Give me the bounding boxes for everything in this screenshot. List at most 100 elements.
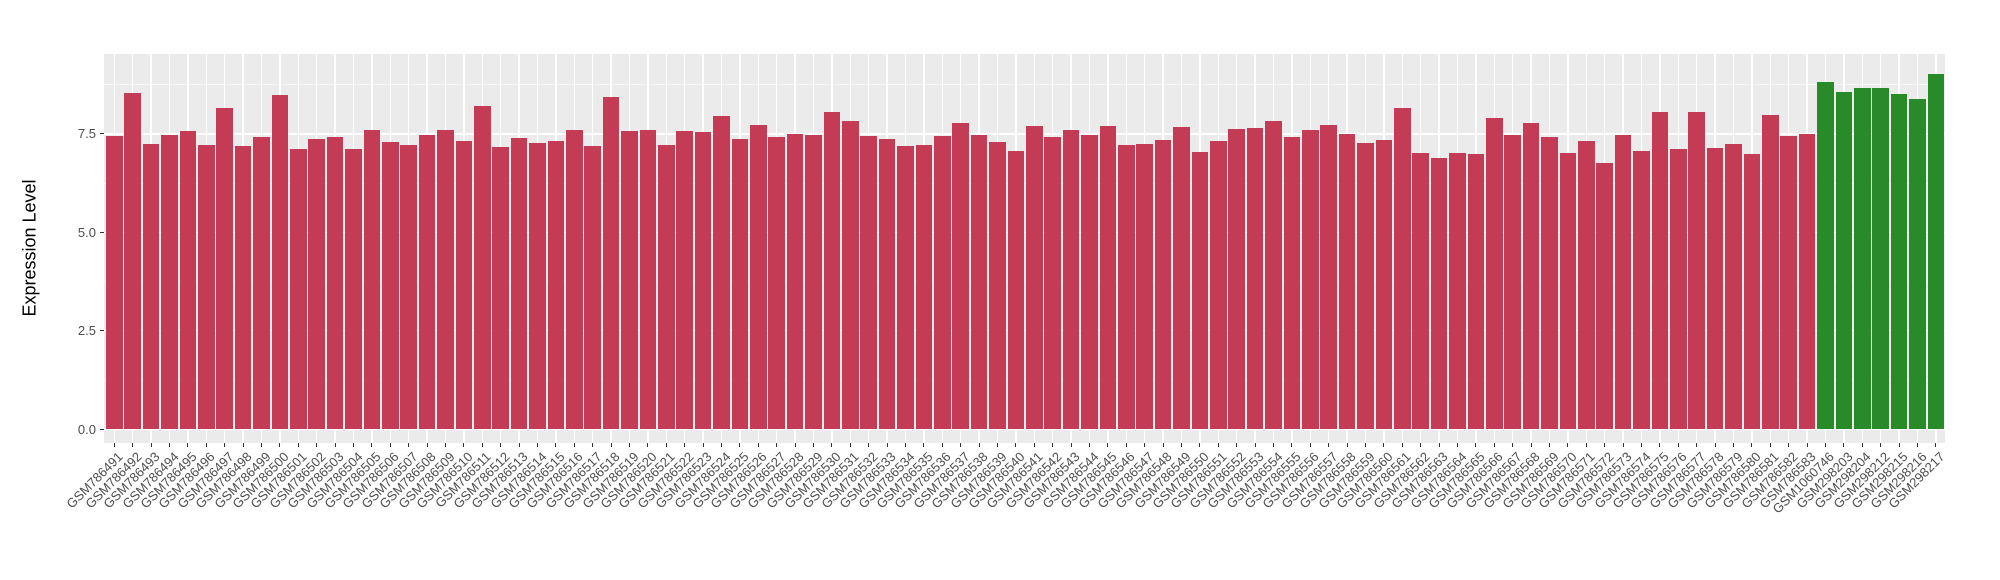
bar — [455, 140, 473, 429]
x-tick-mark — [279, 443, 281, 447]
x-tick-mark — [224, 443, 226, 447]
bar — [1725, 144, 1742, 429]
x-tick-mark — [426, 443, 428, 447]
x-tick-mark — [1917, 443, 1918, 447]
bar — [1798, 133, 1816, 429]
gridline-minor — [104, 182, 1945, 184]
x-tick-mark — [886, 443, 888, 447]
x-tick-mark — [500, 443, 502, 447]
x-tick-mark — [739, 443, 741, 447]
x-tick-mark — [960, 443, 962, 447]
x-tick-mark — [261, 443, 262, 447]
bar — [694, 131, 712, 429]
bar — [216, 107, 233, 429]
gridline-major — [104, 329, 1945, 332]
bar — [676, 131, 693, 429]
bar — [1835, 91, 1853, 429]
bar — [1670, 149, 1687, 429]
bar — [437, 129, 454, 429]
gridline-minor — [104, 280, 1945, 282]
x-tick-mark — [1181, 443, 1182, 447]
bar — [750, 125, 767, 429]
x-tick-mark — [1549, 443, 1550, 447]
x-tick-mark — [1457, 443, 1458, 447]
x-tick-mark — [205, 443, 207, 447]
bar — [474, 105, 491, 429]
x-tick-mark — [1733, 443, 1734, 447]
x-tick-mark — [1769, 443, 1771, 447]
bar — [1504, 135, 1521, 429]
bar — [271, 94, 289, 429]
bar — [1909, 98, 1926, 429]
x-tick-mark — [408, 443, 410, 447]
x-tick-mark — [1401, 443, 1403, 447]
x-tick-mark — [537, 443, 538, 447]
y-tick-label: 7.5 — [77, 126, 96, 142]
x-tick-mark — [242, 443, 244, 447]
bar — [897, 145, 914, 429]
bar — [713, 115, 730, 429]
bar — [418, 135, 436, 429]
x-tick-mark — [1291, 443, 1293, 447]
x-tick-mark — [831, 443, 833, 447]
bar — [1467, 154, 1485, 429]
x-tick-mark — [721, 443, 722, 447]
bar — [621, 131, 638, 429]
x-tick-mark — [757, 443, 759, 447]
bar — [602, 96, 620, 429]
x-tick-mark — [592, 443, 594, 447]
x-tick-mark — [868, 443, 870, 447]
bar — [124, 92, 141, 429]
bar — [1081, 135, 1098, 429]
x-tick-mark — [702, 443, 704, 447]
x-tick-mark — [1825, 443, 1826, 447]
x-tick-mark — [1751, 443, 1753, 447]
x-tick-mark — [1217, 443, 1219, 447]
bar — [970, 135, 988, 429]
x-tick-mark — [1512, 443, 1514, 447]
bar — [1559, 152, 1577, 429]
bar — [878, 139, 896, 429]
y-axis-title: Expression Level — [19, 179, 40, 317]
bar — [1283, 137, 1301, 429]
bar — [510, 137, 528, 429]
bar — [234, 145, 252, 429]
bar — [1246, 128, 1264, 429]
bar — [198, 144, 215, 429]
x-tick-mark — [1107, 443, 1109, 447]
bar — [1890, 94, 1908, 429]
x-tick-mark — [518, 443, 520, 447]
x-tick-mark — [1843, 443, 1845, 447]
x-tick-mark — [1880, 443, 1882, 447]
bar — [1375, 140, 1393, 429]
x-tick-mark — [978, 443, 980, 447]
bar — [1430, 158, 1448, 429]
bar — [142, 144, 160, 429]
bar — [345, 149, 362, 429]
bar — [1780, 136, 1797, 429]
bar — [1706, 148, 1724, 429]
bar — [1357, 143, 1374, 429]
bar — [382, 141, 399, 429]
x-tick-mark — [1365, 443, 1366, 447]
x-tick-mark — [1070, 443, 1072, 447]
bar — [584, 145, 601, 429]
bar — [326, 137, 344, 429]
x-tick-mark — [1144, 443, 1146, 447]
gridline-major — [104, 428, 1945, 430]
bar — [805, 135, 822, 429]
bar — [1688, 111, 1705, 429]
x-tick-mark — [1438, 443, 1440, 447]
x-tick-mark — [555, 443, 557, 447]
x-tick-mark — [1254, 443, 1256, 447]
x-tick-mark — [1677, 443, 1679, 447]
bar — [1449, 153, 1466, 429]
bar — [1338, 133, 1356, 429]
x-tick-mark — [1622, 443, 1624, 447]
x-tick-mark — [1585, 443, 1587, 447]
x-tick-mark — [1567, 443, 1569, 447]
x-tick-mark — [1641, 443, 1642, 447]
bar — [842, 120, 859, 429]
bar — [253, 137, 270, 429]
x-tick-mark — [647, 443, 649, 447]
